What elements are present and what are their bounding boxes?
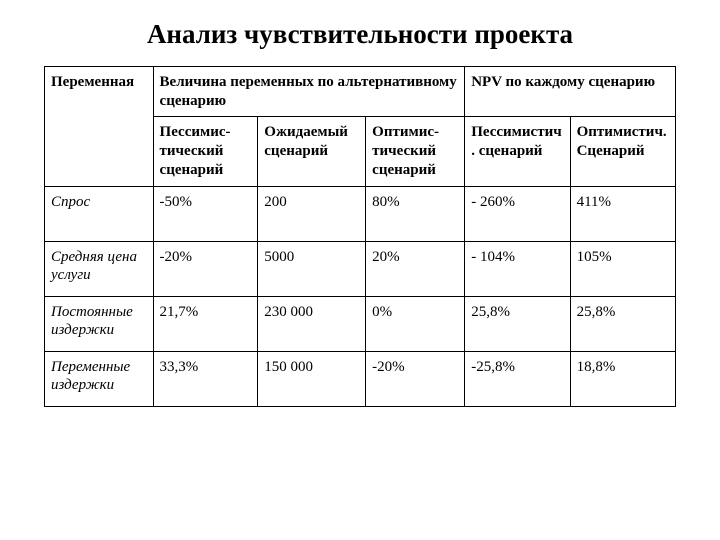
row-label: Спрос xyxy=(45,186,154,241)
col-header-opt: Оптимис-тический сценарий xyxy=(366,117,465,186)
sensitivity-table: Переменная Величина переменных по альтер… xyxy=(44,66,676,407)
cell-expected: 230 000 xyxy=(258,296,366,351)
col-header-expected: Ожидаемый сценарий xyxy=(258,117,366,186)
table-row: Переменные издержки 33,3% 150 000 -20% -… xyxy=(45,351,676,406)
col-header-npv: NPV по каждому сценарию xyxy=(465,66,676,117)
row-label: Постоянные издержки xyxy=(45,296,154,351)
cell-npv-opt: 105% xyxy=(570,241,675,296)
table-row: Средняя цена услуги -20% 5000 20% - 104%… xyxy=(45,241,676,296)
cell-pess: -50% xyxy=(153,186,258,241)
cell-opt: -20% xyxy=(366,351,465,406)
cell-npv-opt: 18,8% xyxy=(570,351,675,406)
cell-opt: 0% xyxy=(366,296,465,351)
table-row: Постоянные издержки 21,7% 230 000 0% 25,… xyxy=(45,296,676,351)
cell-npv-opt: 25,8% xyxy=(570,296,675,351)
cell-opt: 20% xyxy=(366,241,465,296)
col-header-pess: Пессимис-тический сценарий xyxy=(153,117,258,186)
col-header-variable: Переменная xyxy=(45,66,154,186)
table-row: Спрос -50% 200 80% - 260% 411% xyxy=(45,186,676,241)
row-label: Переменные издержки xyxy=(45,351,154,406)
cell-npv-pess: - 260% xyxy=(465,186,570,241)
col-header-npv-opt: Оптимистич. Сценарий xyxy=(570,117,675,186)
cell-npv-pess: 25,8% xyxy=(465,296,570,351)
col-header-npv-pess: Пессимистич. сценарий xyxy=(465,117,570,186)
cell-npv-pess: - 104% xyxy=(465,241,570,296)
cell-expected: 150 000 xyxy=(258,351,366,406)
col-header-alt-values: Величина переменных по альтернативному с… xyxy=(153,66,465,117)
table-header-row-1: Переменная Величина переменных по альтер… xyxy=(45,66,676,117)
row-label: Средняя цена услуги xyxy=(45,241,154,296)
cell-npv-opt: 411% xyxy=(570,186,675,241)
cell-expected: 5000 xyxy=(258,241,366,296)
cell-pess: -20% xyxy=(153,241,258,296)
page: Анализ чувствительности проекта Переменн… xyxy=(0,0,720,540)
cell-opt: 80% xyxy=(366,186,465,241)
cell-pess: 21,7% xyxy=(153,296,258,351)
cell-pess: 33,3% xyxy=(153,351,258,406)
cell-expected: 200 xyxy=(258,186,366,241)
cell-npv-pess: -25,8% xyxy=(465,351,570,406)
page-title: Анализ чувствительности проекта xyxy=(44,18,676,52)
